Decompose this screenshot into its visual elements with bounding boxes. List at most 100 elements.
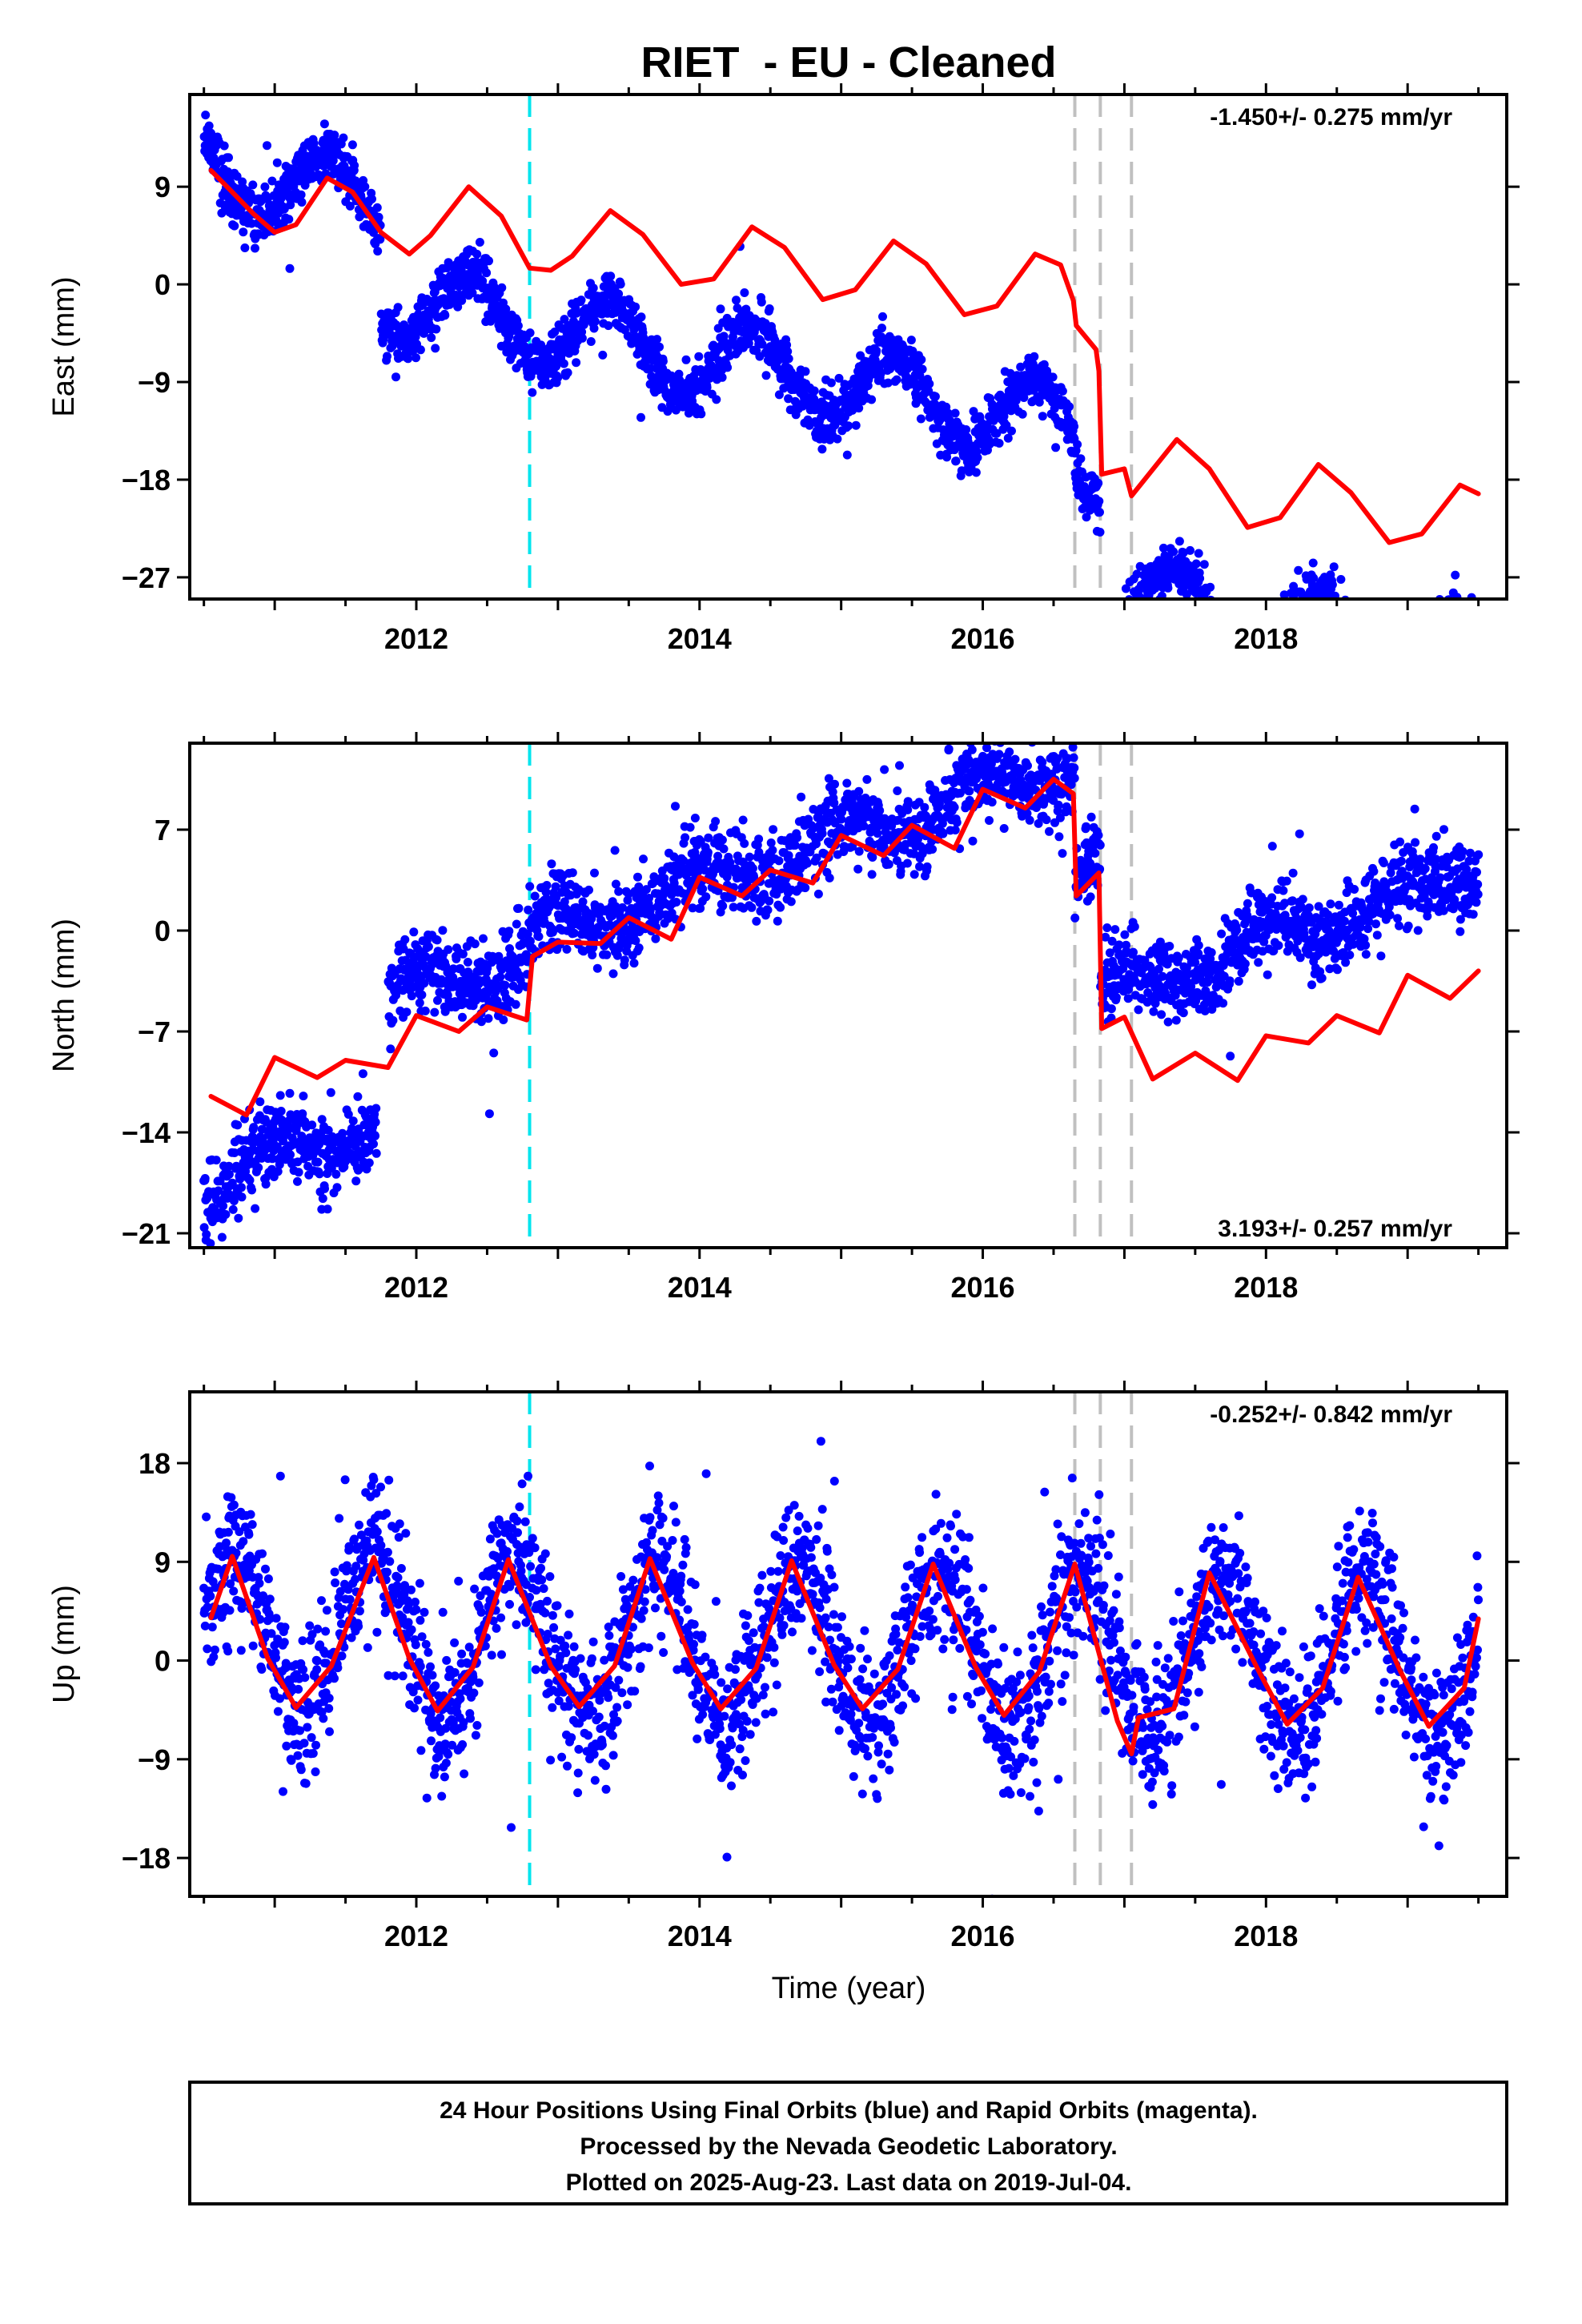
observation-point <box>228 1204 238 1214</box>
observation-point <box>470 939 480 949</box>
observation-point <box>1030 352 1039 361</box>
observation-point <box>994 750 1004 759</box>
observation-point <box>922 862 932 871</box>
plot-area <box>199 743 1484 1248</box>
observation-point <box>812 839 821 849</box>
observation-point <box>247 1185 256 1195</box>
observation-point <box>249 1123 259 1132</box>
observation-point <box>273 1167 283 1176</box>
observation-point <box>784 394 793 404</box>
observation-point <box>393 303 403 312</box>
observation-point <box>1094 830 1103 840</box>
observation-point <box>1002 420 1011 430</box>
observation-point <box>239 227 248 237</box>
observation-point <box>224 153 233 163</box>
observation-point <box>427 333 436 343</box>
observation-point <box>614 887 624 896</box>
observation-point <box>444 945 453 955</box>
observation-point <box>513 321 523 331</box>
observation-point <box>1032 803 1041 812</box>
observation-point <box>971 468 981 477</box>
observation-point <box>868 853 877 862</box>
observation-point <box>547 859 556 869</box>
observation-point <box>917 355 926 364</box>
observation-point <box>369 1140 378 1148</box>
observation-point <box>402 1007 412 1017</box>
observation-point <box>797 792 806 802</box>
observation-point <box>812 853 821 862</box>
observation-point <box>207 128 215 138</box>
observation-point <box>484 1109 494 1119</box>
observation-point <box>261 1180 271 1189</box>
observation-point <box>842 778 852 788</box>
observation-point <box>646 904 656 914</box>
observation-point <box>1111 992 1121 1002</box>
observation-point <box>260 182 270 191</box>
observation-point <box>1114 940 1124 950</box>
observation-point <box>616 279 625 289</box>
observation-point <box>1019 393 1029 402</box>
observation-point <box>717 372 727 382</box>
observation-point <box>372 203 382 212</box>
observation-point <box>338 1128 347 1138</box>
observation-point <box>373 247 383 256</box>
observation-point <box>420 979 429 988</box>
observation-point <box>224 1161 234 1171</box>
observation-point <box>317 1115 327 1124</box>
observation-point <box>992 428 1002 438</box>
observation-point <box>1174 537 1184 546</box>
observation-point <box>620 955 629 965</box>
observation-point <box>318 1194 327 1204</box>
observation-point <box>1023 761 1032 770</box>
observation-point <box>817 829 827 838</box>
observation-point <box>296 190 306 199</box>
observation-point <box>704 833 713 842</box>
observation-point <box>371 1148 381 1158</box>
observation-point <box>332 1183 342 1192</box>
observation-point <box>834 373 844 383</box>
observation-point <box>1076 454 1086 464</box>
observation-point <box>651 934 661 943</box>
observation-point <box>371 1104 381 1113</box>
observation-point <box>307 1120 317 1130</box>
observation-point <box>431 344 440 353</box>
observation-point <box>980 772 990 782</box>
observation-point <box>928 845 938 854</box>
observation-point <box>508 951 517 961</box>
observation-point <box>388 1015 398 1025</box>
observation-point <box>672 898 681 907</box>
observation-point <box>206 1239 215 1248</box>
observation-point <box>445 300 455 309</box>
model-line <box>208 167 1481 545</box>
observation-point <box>776 903 785 912</box>
observation-point <box>1194 549 1203 558</box>
observation-point <box>588 283 598 293</box>
observation-point <box>608 969 618 979</box>
observation-point <box>754 847 764 857</box>
observation-point <box>319 119 329 129</box>
observation-point <box>297 198 307 207</box>
observation-point <box>944 744 954 754</box>
observation-point <box>658 356 668 366</box>
observation-point <box>383 352 391 361</box>
observation-point <box>873 829 882 838</box>
observation-point <box>768 846 777 855</box>
observation-point <box>245 1176 255 1185</box>
observation-point <box>590 316 600 326</box>
observation-point <box>1073 440 1082 449</box>
observation-point <box>240 243 250 252</box>
observation-point <box>412 353 420 363</box>
observation-point <box>994 439 1004 448</box>
observation-point <box>1095 840 1105 850</box>
observation-point <box>930 392 940 401</box>
observation-point <box>1451 570 1460 580</box>
observation-point <box>1129 947 1138 957</box>
observation-point <box>766 838 776 847</box>
observation-point <box>921 811 930 821</box>
observation-point <box>421 952 431 962</box>
y-axis-label: East (mm) <box>47 276 81 416</box>
observation-point <box>1095 508 1104 517</box>
observation-point <box>877 324 886 333</box>
observation-point <box>1195 573 1205 583</box>
